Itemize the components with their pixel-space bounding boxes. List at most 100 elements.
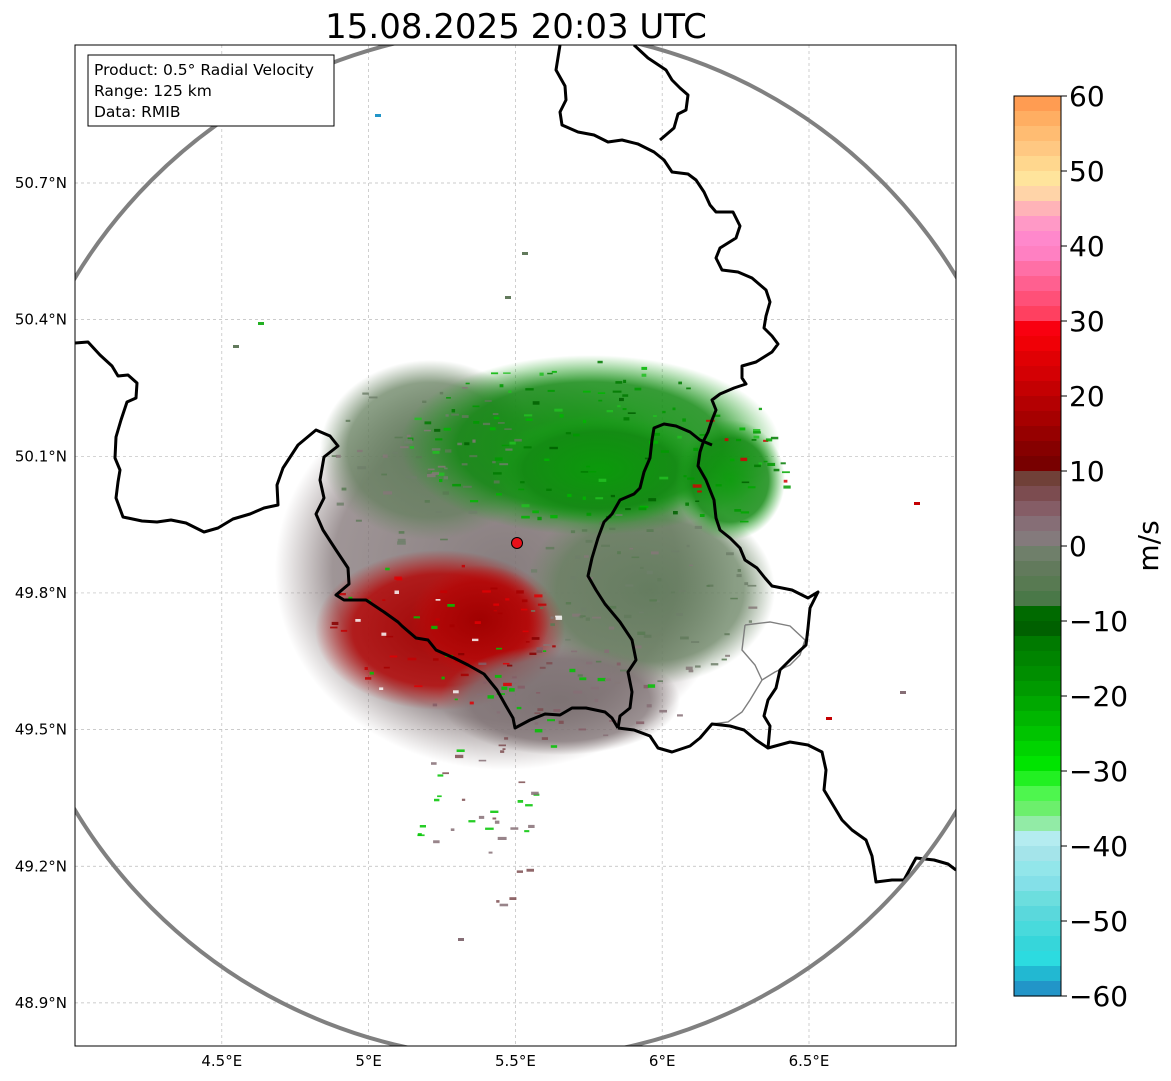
echo-speckle [382,599,386,601]
lat-tick-label: 50.7°N [15,174,67,192]
colorbar-tick-label: 50 [1069,155,1105,188]
colorbar-tick-label: 0 [1069,530,1087,563]
colorbar-tick-label: 30 [1069,305,1105,338]
echo-speckle [449,624,455,628]
echo-speckle [619,397,624,402]
echo-speckle [447,604,455,607]
echo-speckle [685,666,693,670]
echo-speckle [493,472,502,475]
echo-speckle [659,476,669,480]
echo-speckle [647,684,656,688]
echo-speckle [747,486,756,489]
echo-speckle [751,439,757,441]
echo-speckle [634,387,642,391]
echo-speckle [435,438,443,441]
echo-speckle [414,417,422,421]
echo-speckle [649,440,658,444]
echo-speckle [534,722,539,725]
echo-speckle [461,564,465,568]
echo-speckle [631,556,640,559]
echo-speckle [505,598,510,601]
echo-speckle [431,762,437,765]
echo-speckle [554,408,563,412]
echo-speckle [383,491,393,495]
echo-speckle [478,759,487,762]
echo-speckle [439,479,443,483]
echo-speckle [382,454,388,458]
echo-speckle [699,514,705,517]
echo-speckle [461,463,468,466]
echo-speckle [636,721,645,725]
colorbar-band [1014,486,1061,502]
radar-echo-field [233,114,920,941]
echo-speckle [258,322,264,325]
echo-speckle [598,478,607,482]
echo-speckle [689,564,693,567]
echo-speckle [609,527,616,530]
echo-speckle [685,502,689,506]
info-box-frame [87,54,335,127]
echo-speckle [497,836,507,840]
echo-speckle [534,712,541,714]
echo-speckle [616,662,621,666]
echo-speckle [541,737,548,740]
echo-speckle [592,616,602,619]
latitude-tick-labels: 50.7°N 50.4°N 50.1°N 49.8°N 49.5°N 49.2°N 48.9… [15,174,67,1012]
echo-speckle [539,666,546,669]
echo-speckle [485,827,494,830]
echo-speckle [646,704,652,708]
colorbar-tick-label: −30 [1069,755,1128,788]
echo-speckle [638,507,647,511]
colorbar-band [1014,786,1061,802]
echo-speckle [622,394,629,397]
colorbar-band [1014,471,1061,487]
echo-speckle [379,687,384,690]
echo-speckle [614,681,621,684]
echo-speckle [496,900,500,903]
echo-speckle [671,550,680,553]
echo-speckle [655,600,660,603]
lon-tick-label: 6.5°E [789,1052,830,1070]
echo-speckle [585,539,593,543]
echo-speckle [516,706,522,710]
province-boundary-2 [741,624,763,681]
echo-speckle [493,603,500,606]
colorbar-band [1014,606,1061,622]
echo-speckle [693,447,699,451]
colorbar-band [1014,696,1061,712]
echo-speckle [748,620,752,623]
echo-speckle [634,645,642,649]
echo-speckle [608,626,615,630]
echo-speckle [676,613,683,616]
echo-speckle [594,698,599,703]
echo-speckle [522,630,529,633]
echo-speckle [648,498,657,502]
echo-speckle [758,462,763,465]
echo-speckle [427,474,436,478]
echo-speckle [468,820,476,823]
echo-speckle [597,360,603,364]
colorbar-band [1014,186,1061,202]
echo-speckle [660,450,669,453]
lat-tick-label: 50.4°N [15,311,67,329]
echo-speckle [496,647,503,650]
echo-speckle [640,566,644,569]
colorbar-band [1014,426,1061,442]
echo-speckle [496,711,501,714]
colorbar-band [1014,381,1061,397]
echo-speckle [414,685,423,688]
echo-speckle [531,610,536,612]
echo-speckle [434,428,441,432]
echo-speckle [492,817,497,820]
echo-speckle [740,520,749,523]
echo-speckle [468,510,478,514]
echo-speckle [441,676,445,680]
echo-speckle [456,749,465,752]
echo-speckle [754,464,761,468]
echo-speckle [502,662,510,665]
echo-speckle [653,432,660,436]
echo-speckle [692,484,702,488]
echo-speckle [525,418,533,421]
echo-speckle [516,870,523,873]
colorbar-band [1014,891,1061,907]
